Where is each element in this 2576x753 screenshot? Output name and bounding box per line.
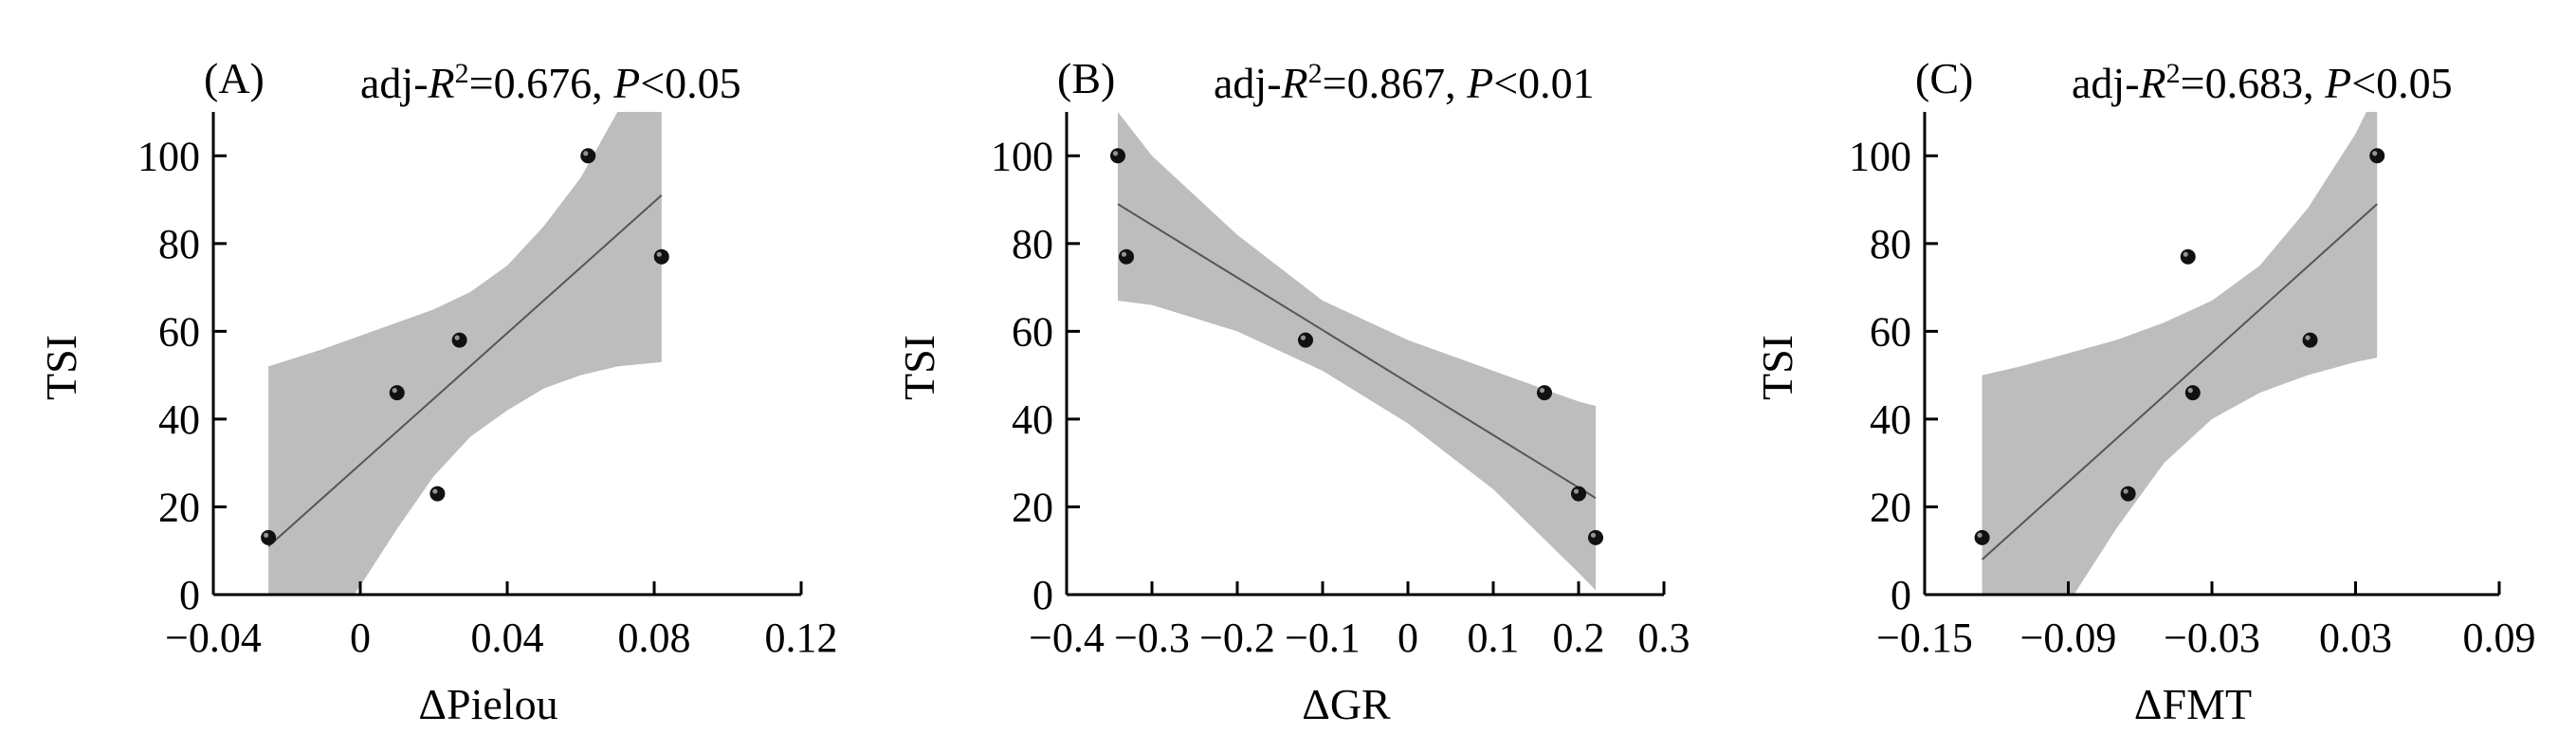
confidence-band [268, 112, 662, 595]
data-point-highlight-1 [392, 388, 397, 394]
y-tick-label-5: 100 [137, 133, 200, 179]
data-point-highlight-3 [454, 335, 460, 340]
y-axis-title: TSI [37, 335, 85, 400]
y-axis-title: TSI [1753, 335, 1801, 400]
y-tick-label-3: 60 [1870, 308, 1911, 355]
x-tick-label-2: 0.04 [471, 615, 544, 661]
x-tick-label-0: −0.4 [1029, 615, 1105, 661]
x-tick-label-1: −0.09 [2020, 615, 2117, 661]
y-tick-label-1: 20 [158, 484, 200, 530]
data-point-highlight-5 [1590, 532, 1597, 538]
x-axis-title: ΔFMT [2134, 680, 2252, 728]
data-point-2 [2180, 248, 2196, 265]
data-point-1 [1119, 248, 1134, 265]
stat-annotation: adj-R2=0.867, P<0.01 [1214, 58, 1595, 107]
data-point-highlight-0 [1977, 532, 1982, 538]
x-tick-label-2: −0.03 [2164, 615, 2260, 661]
plot-area [1974, 112, 2385, 595]
data-point-2 [1298, 332, 1313, 348]
data-point-highlight-3 [1539, 388, 1545, 394]
panel-1: 0 20 40 60 80 100 −0.4 −0.3 −0.2 −0.1 0 0.1 0.2 0.3 ΔG… [895, 54, 1690, 728]
data-point-0 [1974, 529, 1990, 545]
data-point-highlight-4 [1573, 488, 1580, 494]
data-point-highlight-4 [583, 151, 589, 156]
x-tick-label-3: 0.03 [2319, 615, 2392, 661]
data-point-highlight-0 [1112, 151, 1119, 156]
y-tick-label-2: 40 [158, 396, 200, 443]
x-axis-title: ΔPielou [418, 680, 557, 728]
data-point-highlight-1 [2123, 488, 2128, 494]
x-axis-title: ΔGR [1302, 680, 1391, 728]
confidence-band [1982, 112, 2378, 595]
x-tick-label-4: 0 [1398, 615, 1418, 661]
y-tick-label-2: 40 [1870, 396, 1911, 443]
data-point-highlight-4 [2305, 335, 2311, 340]
data-point-5 [2369, 148, 2385, 164]
data-point-4 [2302, 332, 2318, 348]
data-point-4 [1571, 486, 1586, 502]
x-tick-label-2: −0.2 [1199, 615, 1275, 661]
y-tick-label-1: 20 [1012, 484, 1053, 530]
data-point-5 [1588, 529, 1603, 545]
x-tick-label-0: −0.04 [165, 615, 262, 661]
data-point-highlight-2 [2183, 251, 2188, 257]
x-tick-label-4: 0.12 [765, 615, 838, 661]
data-point-highlight-0 [264, 532, 269, 538]
y-axis-title: TSI [895, 335, 943, 400]
y-tick-label-0: 0 [1891, 572, 1911, 618]
y-tick-label-2: 40 [1012, 396, 1053, 443]
data-point-1 [389, 385, 405, 401]
y-tick-label-0: 0 [1032, 572, 1053, 618]
x-tick-label-1: −0.3 [1114, 615, 1190, 661]
y-tick-label-5: 100 [1849, 133, 1911, 179]
y-tick-label-4: 80 [1870, 221, 1911, 267]
data-point-2 [429, 486, 446, 502]
data-point-highlight-5 [656, 251, 662, 257]
x-tick-label-3: 0.08 [618, 615, 691, 661]
x-tick-label-7: 0.3 [1638, 615, 1690, 661]
y-tick-label-3: 60 [158, 308, 200, 355]
y-tick-label-0: 0 [179, 572, 200, 618]
plot-area [261, 112, 669, 595]
regression-line [1981, 203, 2378, 560]
x-tick-label-0: −0.15 [1876, 615, 1973, 661]
data-point-highlight-5 [2372, 151, 2378, 156]
data-point-1 [2120, 486, 2136, 502]
y-tick-label-3: 60 [1012, 308, 1053, 355]
x-tick-label-6: 0.2 [1553, 615, 1605, 661]
data-point-0 [261, 529, 277, 545]
panel-label: (C) [1915, 54, 1973, 102]
panel-label: (B) [1057, 54, 1115, 102]
stat-annotation: adj-R2=0.676, P<0.05 [360, 58, 741, 107]
panel-label: (A) [204, 54, 265, 102]
x-tick-label-4: 0.09 [2463, 615, 2536, 661]
y-tick-label-5: 100 [991, 133, 1053, 179]
stat-annotation: adj-R2=0.683, P<0.05 [2072, 58, 2453, 107]
regression-line [1117, 203, 1597, 500]
regression-line [267, 194, 663, 547]
y-tick-label-4: 80 [1012, 221, 1053, 267]
data-point-3 [1537, 385, 1552, 401]
panel-2: 0 20 40 60 80 100 −0.15 −0.09 −0.03 0.03 0.09 ΔFMT T… [1753, 54, 2536, 728]
data-point-highlight-2 [432, 488, 438, 494]
data-point-highlight-3 [2187, 388, 2193, 394]
y-tick-label-4: 80 [158, 221, 200, 267]
data-point-3 [2184, 385, 2201, 401]
data-point-5 [653, 248, 669, 265]
x-tick-label-5: 0.1 [1468, 615, 1520, 661]
data-point-highlight-2 [1300, 335, 1306, 340]
data-point-3 [451, 332, 467, 348]
plot-area [1110, 112, 1603, 591]
y-tick-label-1: 20 [1870, 484, 1911, 530]
data-point-0 [1110, 148, 1125, 164]
x-tick-label-1: 0 [350, 615, 371, 661]
x-tick-label-3: −0.1 [1285, 615, 1361, 661]
data-point-highlight-1 [1121, 251, 1127, 257]
data-point-4 [580, 148, 596, 164]
